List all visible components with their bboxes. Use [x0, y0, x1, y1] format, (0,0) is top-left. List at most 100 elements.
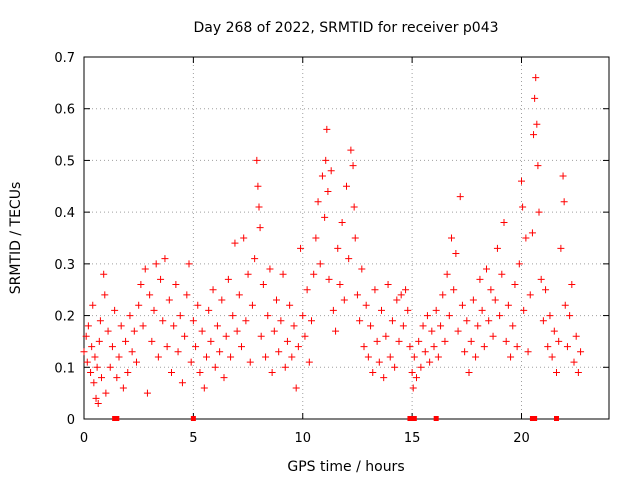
data-point	[349, 162, 357, 170]
data-point	[491, 296, 499, 304]
zero-point-marker	[407, 416, 413, 421]
data-point	[115, 353, 123, 361]
data-point	[347, 146, 355, 154]
data-point	[553, 368, 560, 376]
data-point	[211, 363, 219, 371]
data-point	[181, 332, 189, 340]
data-point	[528, 229, 536, 237]
data-point	[82, 332, 90, 340]
data-point	[409, 384, 417, 392]
data-point	[402, 286, 410, 294]
data-point	[270, 327, 278, 335]
x-axis-label: GPS time / hours	[287, 459, 404, 475]
data-point	[94, 399, 102, 407]
data-point	[321, 213, 329, 221]
data-point	[251, 255, 259, 263]
data-point	[318, 172, 326, 180]
data-point	[87, 368, 95, 376]
data-point	[439, 291, 447, 299]
data-point	[467, 337, 475, 345]
data-point	[452, 250, 460, 258]
data-point	[563, 343, 571, 351]
data-point	[275, 348, 283, 356]
data-point	[350, 203, 358, 211]
data-point	[325, 275, 333, 283]
data-point	[314, 198, 322, 206]
data-point	[150, 306, 158, 314]
data-point	[146, 291, 154, 299]
data-point	[408, 368, 416, 376]
data-point	[218, 296, 226, 304]
y-axis-label: SRMTID / TECUs	[8, 182, 24, 295]
data-point	[194, 301, 202, 309]
data-point	[111, 306, 119, 314]
data-point	[220, 374, 228, 382]
data-point	[242, 317, 250, 325]
data-point	[351, 234, 359, 242]
data-point	[189, 317, 197, 325]
data-point	[277, 317, 285, 325]
data-point	[163, 343, 171, 351]
data-point	[281, 363, 289, 371]
data-point	[90, 379, 98, 387]
data-point	[561, 301, 569, 309]
data-point	[141, 265, 149, 273]
data-point	[423, 312, 431, 320]
data-point	[137, 281, 145, 289]
data-point	[323, 125, 331, 133]
data-point	[515, 260, 523, 268]
data-point	[255, 203, 263, 211]
data-point	[358, 265, 366, 273]
data-point	[369, 368, 377, 376]
data-point	[518, 177, 525, 185]
data-point	[530, 131, 538, 139]
data-point	[324, 187, 332, 195]
y-tick-label: 0.5	[54, 154, 75, 169]
data-point	[485, 317, 493, 325]
data-point	[322, 156, 330, 164]
data-point	[294, 343, 302, 351]
data-point	[380, 374, 388, 382]
data-point	[546, 312, 554, 320]
data-point	[104, 327, 112, 335]
data-point	[572, 332, 580, 340]
grid	[84, 57, 609, 419]
plot-frame	[83, 56, 610, 420]
data-point	[345, 255, 353, 263]
data-point	[384, 281, 392, 289]
data-point	[375, 358, 383, 366]
zero-point-marker	[532, 416, 538, 421]
data-point	[178, 379, 186, 387]
data-point	[533, 120, 541, 128]
data-point	[448, 234, 455, 242]
zero-point-marker	[190, 416, 196, 421]
data-point	[498, 270, 506, 278]
data-point	[419, 322, 427, 330]
data-point	[98, 374, 105, 382]
data-point	[312, 234, 320, 242]
data-point	[526, 291, 534, 299]
data-point	[443, 270, 451, 278]
data-point	[441, 337, 449, 345]
data-point	[159, 317, 167, 325]
data-point	[574, 368, 582, 376]
data-point	[273, 296, 280, 304]
data-point	[196, 368, 204, 376]
data-point	[493, 244, 501, 252]
data-point	[233, 327, 241, 335]
x-tick-label: 10	[294, 431, 311, 446]
data-point	[373, 337, 381, 345]
data-point	[154, 353, 162, 361]
data-point	[404, 306, 412, 314]
data-point	[519, 203, 527, 211]
data-point	[559, 172, 567, 180]
data-point	[113, 374, 121, 382]
data-point	[257, 332, 265, 340]
zero-point-marker	[554, 416, 559, 421]
data-point	[303, 286, 311, 294]
data-point	[487, 286, 495, 294]
data-point	[143, 389, 151, 397]
data-point	[259, 281, 267, 289]
data-point	[286, 301, 294, 309]
data-point	[338, 218, 346, 226]
